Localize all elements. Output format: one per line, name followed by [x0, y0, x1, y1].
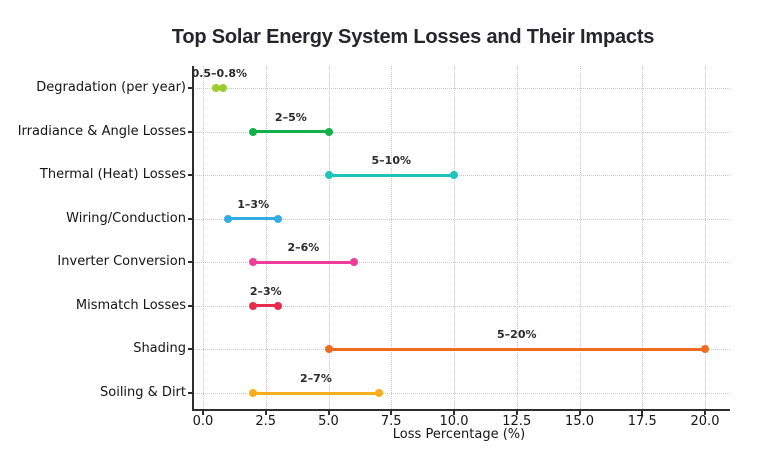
category-label: Degradation (per year)	[36, 80, 186, 95]
range-line	[253, 304, 279, 308]
y-tick-mark	[188, 130, 193, 133]
range-endpoint-dot	[274, 214, 283, 223]
x-tick-mark	[327, 411, 330, 415]
gridline-vertical	[265, 66, 267, 409]
range-line	[228, 217, 279, 221]
range-value-label: 0.5–0.8%	[191, 67, 248, 80]
x-tick-mark	[202, 411, 204, 415]
gridline-horizontal	[193, 262, 730, 264]
range-endpoint-dot	[450, 171, 458, 180]
gridline-vertical	[705, 66, 706, 409]
category-label: Wiring/Conduction	[66, 210, 186, 226]
range-line	[253, 391, 379, 395]
chart-title: Top Solar Energy System Losses and Their…	[171, 26, 655, 48]
range-line	[253, 260, 354, 264]
y-tick-mark	[188, 304, 193, 307]
category-label: Shading	[133, 341, 186, 357]
gridline-vertical	[203, 66, 204, 409]
x-tick-label: 5.0	[318, 414, 339, 429]
x-tick-mark	[390, 411, 393, 415]
x-tick-label: 17.5	[627, 414, 657, 429]
x-axis-label: Loss Percentage (%)	[392, 427, 526, 442]
y-tick-mark	[188, 87, 193, 89]
category-label: Irradiance & Angle Losses	[17, 123, 186, 139]
range-value-label: 2–5%	[274, 110, 307, 124]
x-tick-label: 0.0	[192, 414, 214, 429]
gridline-vertical	[579, 66, 581, 409]
gridline-vertical	[454, 66, 455, 409]
y-tick-mark	[188, 174, 193, 177]
x-tick-mark	[578, 411, 581, 415]
range-value-label: 5–20%	[497, 328, 537, 342]
x-tick-mark	[515, 411, 518, 415]
gridline-horizontal	[193, 88, 730, 89]
x-tick-mark	[453, 411, 455, 415]
range-value-label: 2–7%	[300, 372, 332, 385]
x-tick-label: 12.5	[502, 414, 532, 429]
gridline-horizontal	[193, 305, 730, 307]
gridline-vertical	[516, 66, 518, 409]
range-line	[328, 173, 454, 177]
category-label: Thermal (Heat) Losses	[39, 167, 186, 183]
range-endpoint-dot	[324, 171, 333, 180]
gridline-horizontal	[193, 393, 730, 394]
x-tick-label: 7.5	[380, 414, 402, 429]
range-endpoint-dot	[374, 389, 383, 397]
range-value-label: 2–3%	[249, 284, 282, 298]
range-endpoint-dot	[349, 258, 358, 267]
x-tick-label: 2.5	[255, 414, 277, 429]
y-tick-mark	[188, 392, 193, 394]
x-tick-label: 10.0	[439, 414, 469, 429]
category-label: Inverter Conversion	[57, 254, 186, 270]
range-endpoint-dot	[224, 214, 233, 223]
gridline-horizontal	[193, 175, 730, 177]
category-label: Soiling & Dirt	[100, 385, 186, 400]
gridline-vertical	[391, 66, 393, 409]
range-endpoint-dot	[211, 84, 220, 92]
x-tick-mark	[264, 411, 267, 415]
range-line	[253, 130, 329, 134]
range-endpoint-dot	[701, 345, 709, 354]
range-line	[328, 347, 705, 351]
gridline-vertical	[642, 66, 644, 409]
range-endpoint-dot	[324, 127, 333, 136]
range-value-label: 1–3%	[237, 197, 270, 211]
range-value-label: 2–6%	[287, 241, 320, 255]
y-tick-mark	[188, 348, 193, 351]
y-axis-spine	[192, 66, 194, 411]
range-endpoint-dot	[249, 301, 258, 310]
x-tick-mark	[641, 411, 644, 415]
range-endpoint-dot	[249, 389, 258, 397]
y-tick-mark	[188, 217, 193, 220]
x-tick-mark	[704, 411, 706, 415]
x-axis-spine	[192, 409, 730, 411]
category-label: Mismatch Losses	[75, 297, 186, 313]
range-value-label: 5–10%	[371, 154, 411, 168]
range-endpoint-dot	[324, 345, 333, 354]
range-endpoint-dot	[249, 127, 258, 136]
gridline-horizontal	[193, 218, 730, 220]
range-endpoint-dot	[219, 84, 228, 92]
range-endpoint-dot	[249, 258, 258, 267]
y-tick-mark	[188, 261, 193, 264]
range-endpoint-dot	[274, 301, 283, 310]
gridline-horizontal	[193, 131, 730, 133]
gridline-vertical	[328, 66, 330, 409]
x-tick-label: 20.0	[690, 414, 720, 429]
x-tick-label: 15.0	[565, 414, 594, 429]
